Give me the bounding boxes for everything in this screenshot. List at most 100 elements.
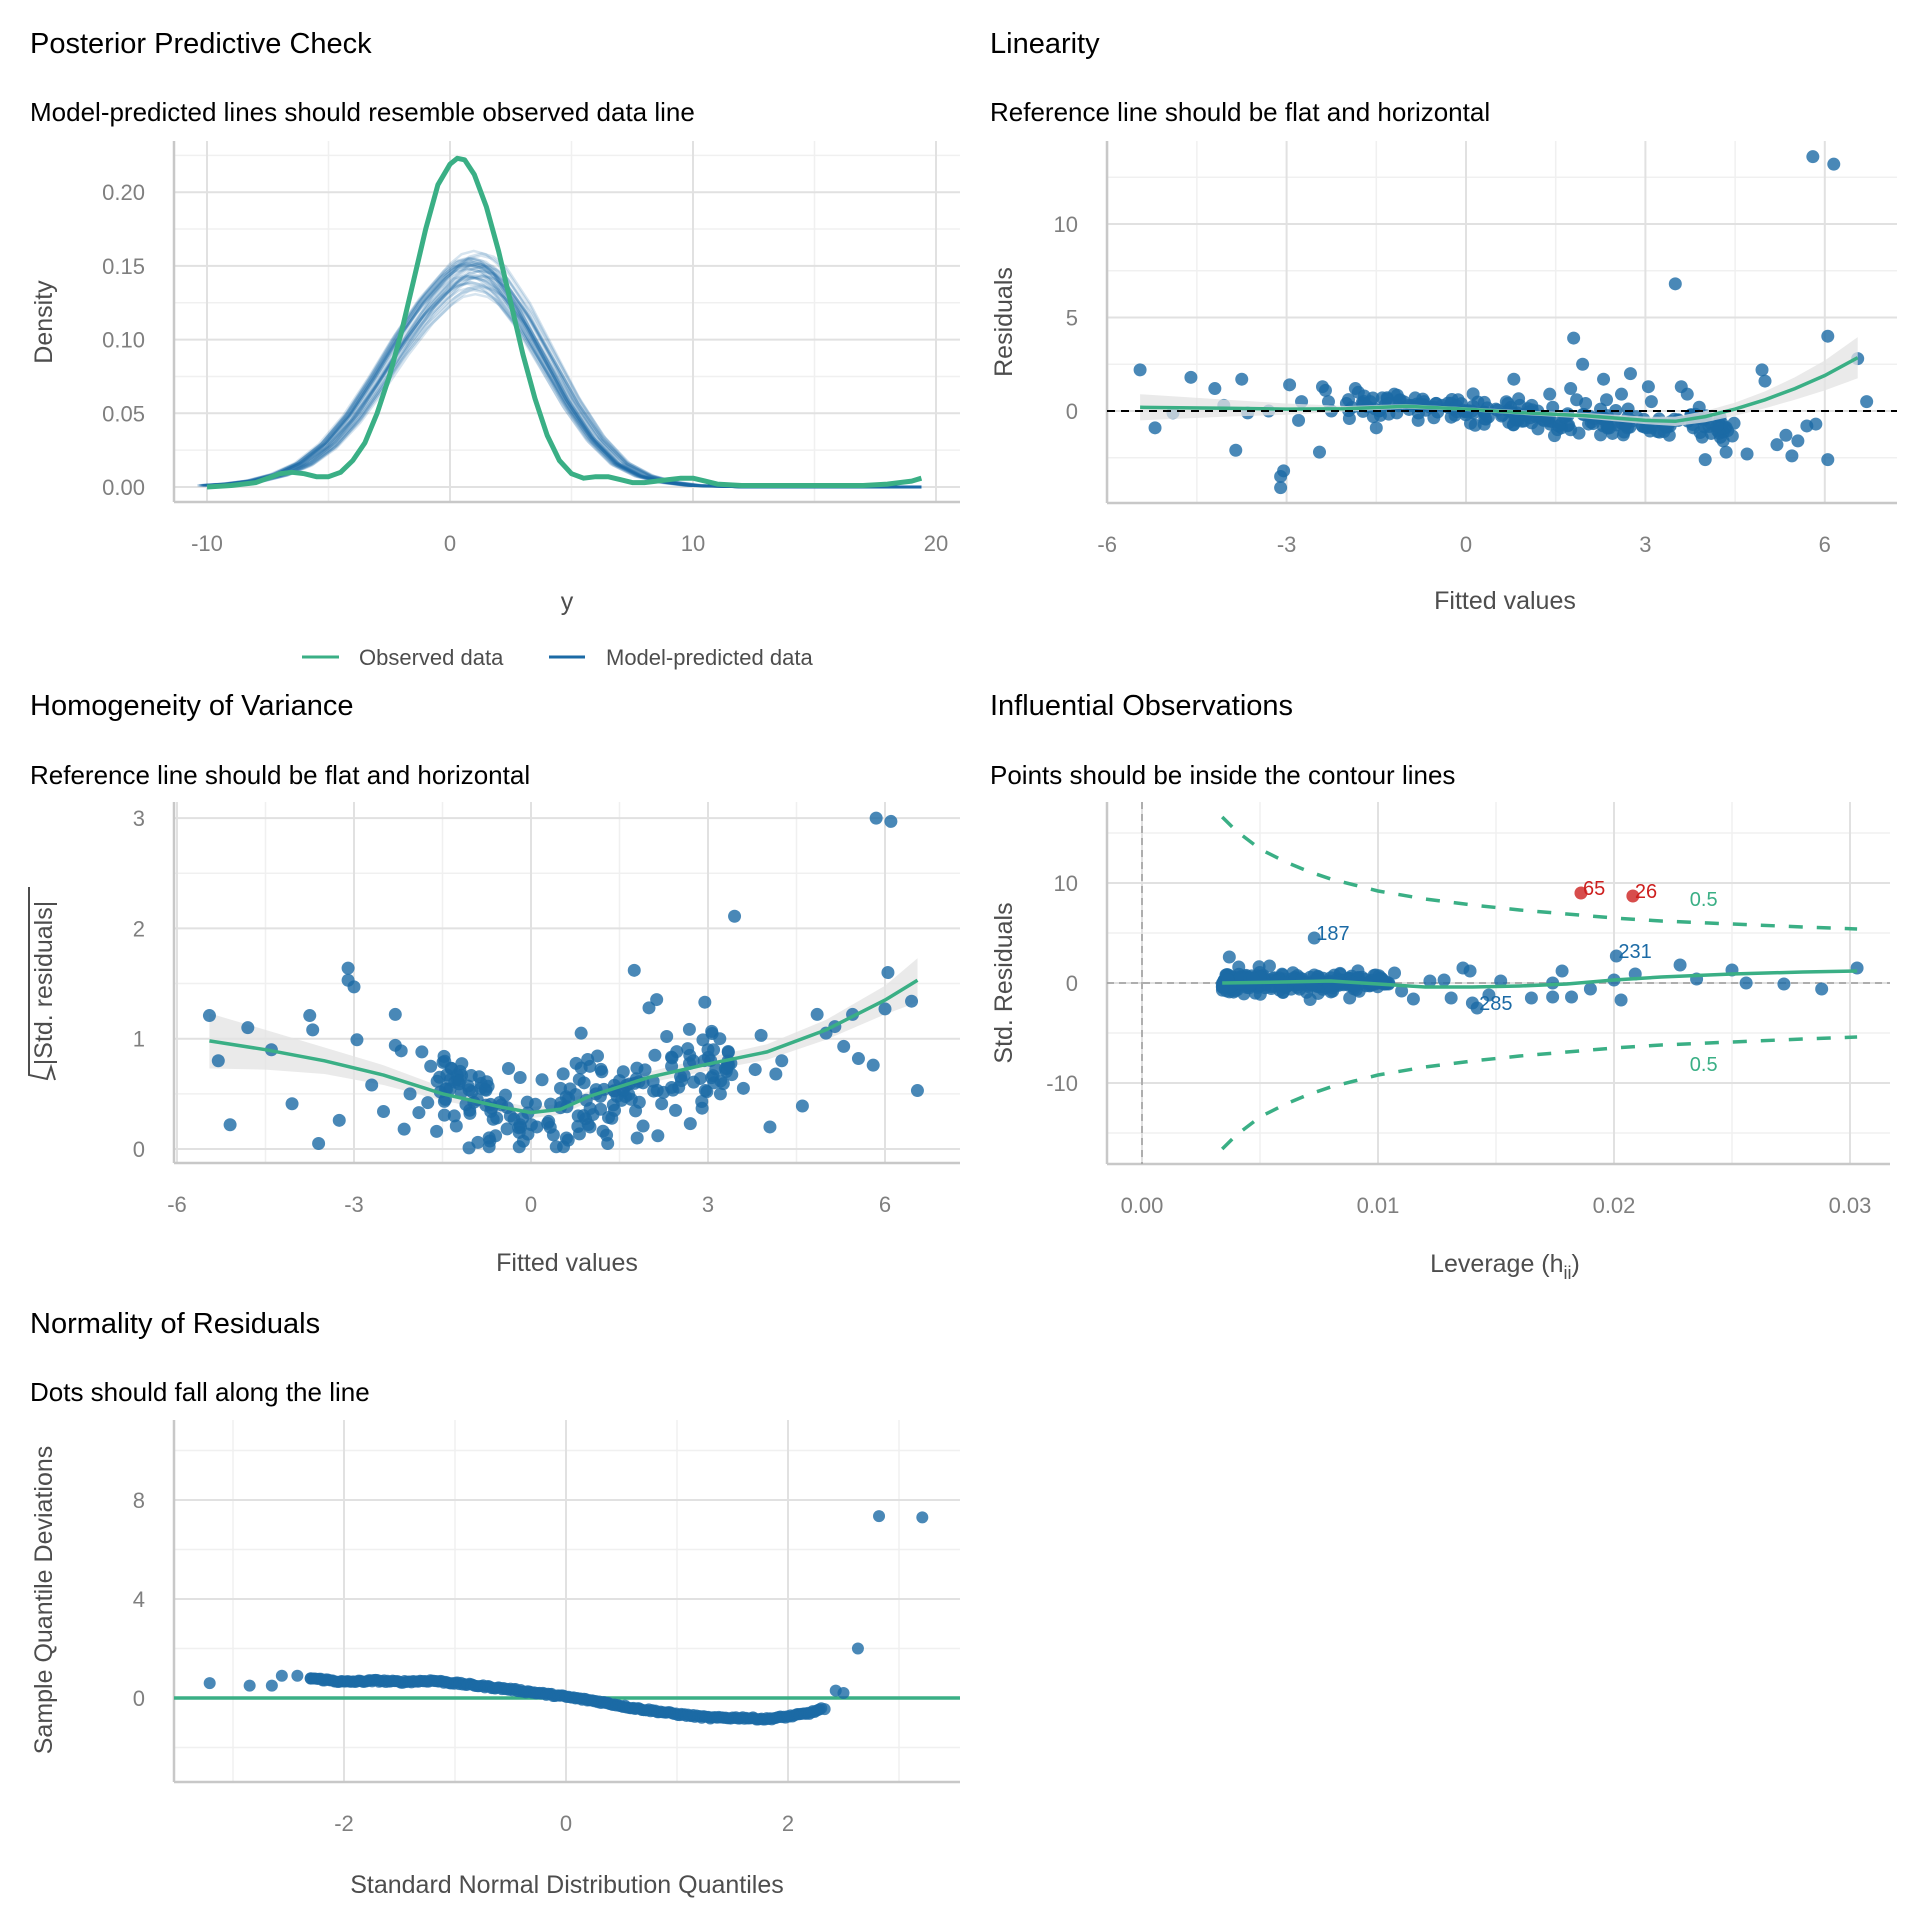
data-point (1594, 402, 1608, 416)
data-point (1565, 990, 1579, 1004)
data-point (1755, 363, 1769, 377)
data-point (1686, 421, 1700, 435)
labeled-point (1609, 949, 1623, 963)
data-point (412, 1106, 426, 1120)
x-tick-label: 6 (1819, 532, 1831, 557)
panel-normality-of-residuals: Normality of Residuals Dots should fall … (30, 1308, 960, 1899)
point-label: 26 (1635, 881, 1657, 903)
data-point (569, 1088, 583, 1102)
data-point (1133, 363, 1147, 377)
data-point (303, 1009, 317, 1023)
data-point (1342, 411, 1356, 425)
data-point (1821, 453, 1835, 467)
labeled-point (1626, 889, 1640, 903)
data-point (1494, 974, 1508, 988)
data-point (530, 1120, 544, 1134)
x-tick-label: 0 (444, 531, 456, 556)
data-point (1229, 443, 1243, 457)
contour-label-lower: 0.5 (1690, 1054, 1718, 1076)
data-point (651, 1129, 665, 1143)
data-point (630, 1131, 644, 1145)
data-point (424, 1059, 438, 1073)
data-point (556, 1067, 570, 1081)
data-point (388, 1007, 402, 1021)
data-point (1668, 277, 1682, 291)
y-tick-label: 0.15 (102, 254, 145, 279)
data-point (501, 1062, 515, 1076)
data-point (1555, 964, 1569, 978)
grid (172, 1420, 960, 1784)
x-tick-label: 0 (1460, 532, 1472, 557)
data-point (602, 1110, 616, 1124)
data-point (1552, 419, 1566, 433)
cooks-contour-lower (1220, 1035, 1858, 1151)
labeled-point (1470, 1001, 1484, 1015)
data-point (1463, 964, 1477, 978)
data-point (489, 1129, 503, 1143)
data-point (636, 1119, 650, 1133)
data-point (624, 1092, 638, 1106)
data-point (1395, 984, 1409, 998)
data-point (350, 1033, 364, 1047)
legend: Observed data Model-predicted data (302, 645, 813, 670)
data-point (1543, 387, 1557, 401)
x-tick-label: -3 (1277, 532, 1297, 557)
data-point (606, 1098, 620, 1112)
data-point (665, 1051, 679, 1065)
data-point (312, 1136, 326, 1150)
data-point (818, 1703, 831, 1716)
y-tick-label: 10 (1054, 212, 1078, 237)
x-tick-label: -6 (1097, 532, 1117, 557)
y-tick-label: 0 (133, 1137, 145, 1162)
radical-sign-icon (28, 887, 56, 1081)
panel-influential-observations: Influential Observations Points should b… (990, 690, 1890, 1283)
data-point (1779, 428, 1793, 442)
data-point (837, 1039, 851, 1053)
smooth-confidence-band (1140, 337, 1858, 426)
data-point (721, 1045, 735, 1059)
x-tick-label: 0.03 (1829, 1193, 1872, 1218)
data-point (696, 1033, 710, 1047)
data-point (590, 1049, 604, 1063)
panel-subtitle: Points should be inside the contour line… (990, 760, 1455, 790)
panel-title: Linearity (990, 28, 1100, 60)
legend-label-observed: Observed data (359, 645, 504, 670)
data-point (873, 1510, 886, 1523)
data-point (544, 1097, 558, 1111)
x-tick-label: 2 (782, 1811, 794, 1836)
data-point (878, 1002, 892, 1016)
data-point (763, 1120, 777, 1134)
x-tick-label: 0.02 (1593, 1193, 1636, 1218)
data-point (596, 1124, 610, 1138)
y-tick-label: 1 (133, 1027, 145, 1052)
data-point (687, 1075, 701, 1089)
data-point (1262, 959, 1276, 973)
data-point (1564, 382, 1578, 396)
y-axis-title: Sample Quantile Deviations (30, 1446, 58, 1755)
data-point (377, 1104, 390, 1118)
data-point (642, 1001, 656, 1015)
data-point (698, 1083, 712, 1097)
data-point (810, 1007, 824, 1021)
data-point (1501, 397, 1515, 411)
data-point (581, 1052, 595, 1066)
data-point (1524, 991, 1538, 1005)
y-axis-title-text: |Std. residuals| (30, 901, 58, 1065)
data-point (1406, 992, 1420, 1006)
data-point (243, 1679, 256, 1692)
data-point (655, 1097, 669, 1111)
data-point (403, 1087, 417, 1101)
data-point (1369, 421, 1383, 435)
x-tick-label: 3 (1639, 532, 1651, 557)
data-point (447, 1109, 461, 1123)
tick-labels: -6 -3 0 3 6 0 5 10 (1054, 212, 1831, 557)
data-point (347, 980, 361, 994)
cooks-contour-upper (1220, 815, 1858, 931)
data-point (1427, 411, 1441, 425)
data-point (1208, 382, 1222, 396)
data-point (503, 1109, 517, 1123)
panel-title: Normality of Residuals (30, 1308, 320, 1340)
data-point (1363, 395, 1377, 409)
observed-density-line (206, 155, 923, 490)
data-point (1537, 413, 1551, 427)
